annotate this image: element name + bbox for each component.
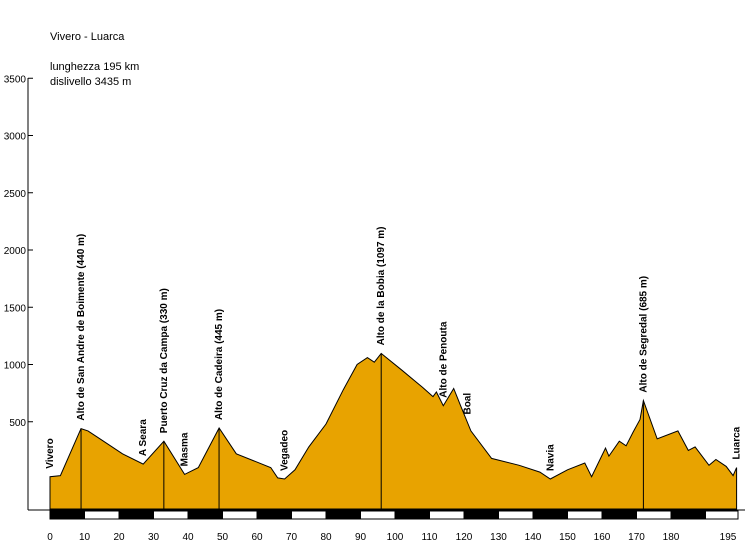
y-tick-label: 2500 [4,189,27,200]
y-tick-label: 1000 [4,361,27,372]
scale-segment [463,510,499,520]
x-tick-label: 110 [422,532,438,543]
place-label: Boal [462,393,473,415]
scale-segment [291,510,327,520]
scale-segment [601,510,637,520]
chart-title: Vivero - Luarca [50,31,125,43]
x-tick-label: 195 [720,532,737,543]
y-tick-label: 500 [9,418,26,429]
place-label: Vivero [45,438,56,468]
place-label: Vegadeo [280,430,291,471]
place-label: Navia [545,444,556,471]
place-label: Luarca [732,426,743,459]
distance-scale-bar [49,510,739,520]
y-tick-label: 1500 [4,303,27,314]
x-tick-label: 140 [525,532,542,543]
x-tick-label: 80 [320,532,332,543]
profile-area-group [49,352,738,510]
x-tick-label: 160 [594,532,611,543]
place-label: A Seara [138,419,149,456]
scale-segment [49,510,85,520]
x-tick-label: 120 [456,532,473,543]
x-tick-label: 130 [490,532,507,543]
x-tick-label: 170 [628,532,645,543]
place-label: Alto de Cadeira (445 m) [214,309,225,420]
place-label: Alto de la Bobia (1097 m) [376,226,387,345]
place-labels: Vivero Alto de San Andre de Boimente (440… [45,226,743,471]
scale-segment [256,510,292,520]
scale-segment [705,510,739,520]
scale-segment [325,510,361,520]
info-elevation-gain: dislivello 3435 m [50,76,132,88]
x-tick-label: 30 [148,532,160,543]
scale-segment [636,510,672,520]
x-tick-label: 60 [251,532,263,543]
place-label: Masma [180,432,191,466]
place-label: Alto de Penouta [438,321,449,398]
x-tick-label: 40 [182,532,194,543]
y-tick-label: 3500 [4,74,27,85]
profile-area [49,352,738,510]
x-tick-label: 20 [113,532,125,543]
x-tick-label: 50 [217,532,229,543]
scale-segment [567,510,603,520]
x-tick-label: 150 [559,532,576,543]
scale-segment [187,510,223,520]
scale-segment [498,510,534,520]
info-length: lunghezza 195 km [50,61,140,73]
x-tick-label: 90 [355,532,367,543]
x-tick-label: 100 [387,532,404,543]
scale-segment [670,510,706,520]
y-tick-label: 2000 [4,246,27,257]
place-label: Puerto Cruz da Campa (330 m) [159,288,170,433]
x-tick-label: 180 [663,532,680,543]
x-tick-label: 10 [79,532,91,543]
scale-segment [532,510,568,520]
scale-segment [429,510,465,520]
x-ticks: 0 10 20 30 40 50 60 70 80 90 100 110 120 130 140 150 160… [47,532,737,543]
y-tick-label: 3000 [4,132,27,143]
x-tick-label: 0 [47,532,53,543]
scale-segment [153,510,189,520]
place-label: Alto de Segredal (685 m) [638,276,649,393]
x-tick-label: 70 [286,532,298,543]
scale-segment [84,510,120,520]
y-ticks: 500 1000 1500 2000 2500 3000 3500 [4,74,33,429]
scale-segment [222,510,258,520]
scale-segment [118,510,154,520]
scale-segment [360,510,396,520]
place-label: Alto de San Andre de Boimente (440 m) [76,234,87,421]
scale-segment [394,510,430,520]
